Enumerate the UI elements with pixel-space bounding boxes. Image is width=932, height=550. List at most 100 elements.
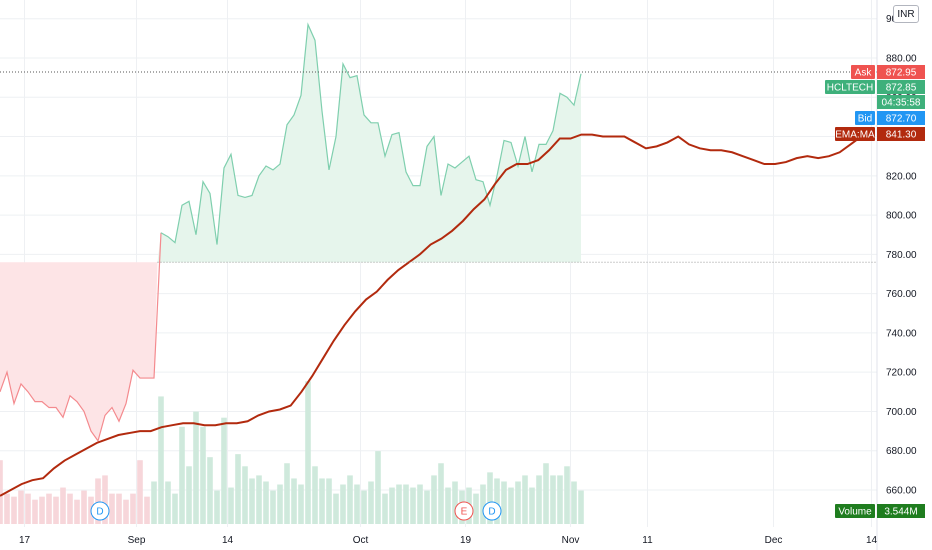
marker-letter: D	[488, 507, 495, 518]
volume-bar	[536, 475, 542, 524]
volume-bar	[382, 493, 388, 524]
volume-bar	[186, 466, 192, 524]
volume-bar	[0, 460, 3, 524]
event-marker[interactable]: E	[454, 501, 474, 521]
volume-bar	[102, 475, 108, 524]
volume-pill-value-bg	[877, 504, 925, 518]
symbol-pill: HCLTECH 872.85	[825, 80, 925, 94]
ema-pill: EMA:MA 841.30	[835, 127, 925, 141]
volume-bar	[424, 490, 430, 524]
x-tick-label: 14	[222, 535, 234, 546]
ema-pill-value: 841.30	[886, 130, 917, 141]
volume-bar	[417, 484, 423, 524]
price-fill-down	[0, 262, 158, 441]
timer-pill: 04:35:58	[877, 95, 925, 109]
ask-pill-value-bg	[877, 65, 925, 79]
volume-bar	[144, 496, 150, 524]
volume-bar	[368, 481, 374, 524]
y-tick-label: 700.00	[886, 407, 917, 418]
volume-bars	[0, 381, 584, 524]
volume-bar	[151, 481, 157, 524]
y-tick-label: 800.00	[886, 211, 917, 222]
y-tick-label: 820.00	[886, 171, 917, 182]
bid-pill-value: 872.70	[886, 114, 917, 125]
event-marker[interactable]: D	[482, 501, 502, 521]
y-tick-label: 720.00	[886, 368, 917, 379]
x-tick-label: 19	[460, 535, 472, 546]
x-tick-label: Nov	[562, 535, 580, 546]
volume-bar	[480, 484, 486, 524]
volume-bar	[193, 411, 199, 524]
y-tick-label: 740.00	[886, 328, 917, 339]
volume-bar	[438, 463, 444, 524]
volume-bar	[270, 490, 276, 524]
ask-pill-value: 872.95	[886, 68, 917, 79]
timer-bg	[877, 95, 925, 109]
bid-pill-label: Bid	[858, 114, 872, 125]
volume-bar	[319, 478, 325, 524]
volume-bar	[263, 481, 269, 524]
ema-pill-value-bg	[877, 127, 925, 141]
x-tick-label: Oct	[353, 535, 369, 546]
volume-bar	[249, 478, 255, 524]
volume-bar	[277, 484, 283, 524]
volume-bar	[256, 475, 262, 524]
price-line	[0, 22, 582, 443]
volume-bar	[410, 487, 416, 524]
volume-bar	[340, 484, 346, 524]
volume-bar	[431, 475, 437, 524]
volume-bar	[46, 493, 52, 524]
y-tick-label: 680.00	[886, 446, 917, 457]
ask-pill-tag	[851, 65, 875, 79]
x-tick-label: 11	[642, 535, 653, 546]
volume-bar	[137, 460, 143, 524]
volume-bar	[571, 481, 577, 524]
symbol-pill-value-bg	[877, 80, 925, 94]
volume-bar	[158, 396, 164, 524]
marker-circle	[90, 501, 110, 521]
volume-bar	[452, 481, 458, 524]
ema-line	[0, 133, 873, 497]
volume-bar	[564, 466, 570, 524]
volume-bar	[179, 426, 185, 524]
timer-text: 04:35:58	[882, 98, 921, 109]
volume-bar	[515, 481, 521, 524]
volume-pill-tag	[835, 504, 875, 518]
volume-bar	[53, 496, 59, 524]
price-fill-up	[157, 24, 581, 263]
price-line-up	[160, 22, 582, 245]
volume-bar	[312, 466, 318, 524]
symbol-pill-value: 872.85	[886, 83, 917, 94]
volume-bar	[130, 493, 136, 524]
price-line-down	[0, 232, 162, 443]
volume-bar	[214, 490, 220, 524]
volume-bar	[403, 484, 409, 524]
volume-bar	[473, 493, 479, 524]
marker-circle	[454, 501, 474, 521]
volume-bar	[123, 499, 129, 524]
y-tick-label: 760.00	[886, 289, 917, 300]
volume-pill-label: Volume	[838, 507, 872, 518]
volume-bar	[354, 484, 360, 524]
time-axis[interactable]: 17 Sep 14 Oct 19 Nov 11 Dec 14	[19, 535, 878, 546]
currency-button[interactable]: INR	[893, 5, 919, 23]
volume-bar	[291, 478, 297, 524]
price-labels: Ask 872.95 HCLTECH 872.85 04:35:58 Bid 872.70 E…	[825, 65, 925, 518]
volume-bar	[67, 493, 73, 524]
volume-bar	[389, 487, 395, 524]
marker-circle	[482, 501, 502, 521]
volume-bar	[228, 487, 234, 524]
symbol-pill-label: HCLTECH	[827, 83, 873, 94]
volume-bar	[221, 417, 227, 524]
event-marker[interactable]: D	[90, 501, 110, 521]
volume-bar	[284, 463, 290, 524]
bid-pill: Bid 872.70	[855, 111, 925, 125]
volume-bar	[25, 493, 31, 524]
volume-bar	[235, 454, 241, 524]
ema-pill-label: EMA:MA	[835, 130, 875, 141]
volume-bar	[522, 475, 528, 524]
volume-bar	[396, 484, 402, 524]
